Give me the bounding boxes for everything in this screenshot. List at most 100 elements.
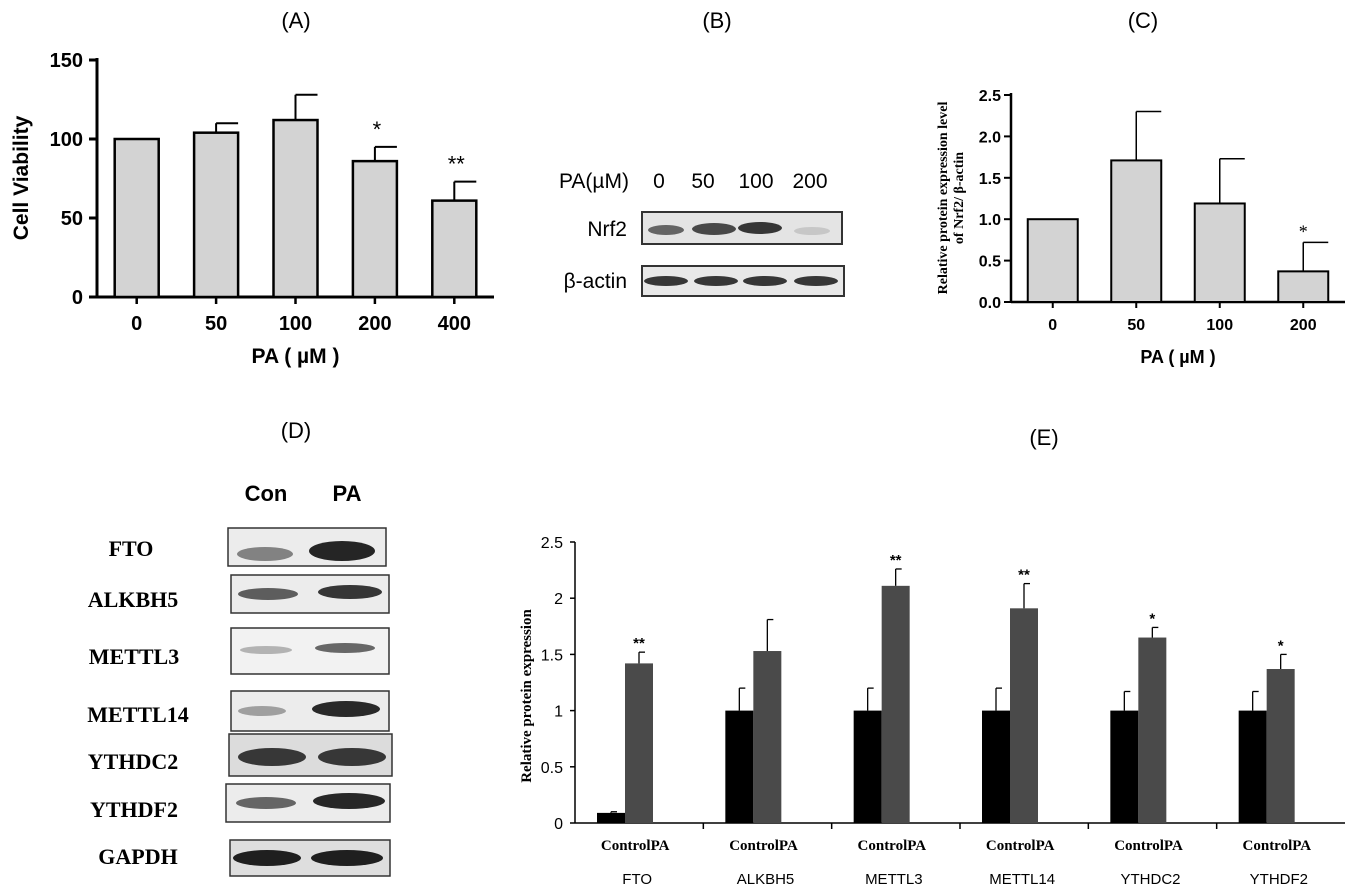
chart-c-bar [1026, 218, 1079, 303]
chart-a-y-tick-label: 100 [50, 129, 83, 151]
chart-e-y-tick-label: 0.5 [541, 760, 563, 777]
chart-c-x-tick-label: 0 [1048, 317, 1057, 334]
panel-label-e: (E) [1029, 425, 1058, 450]
chart-a-x-tick-label: 0 [131, 313, 142, 335]
blot-band [318, 585, 382, 599]
blot-d-col-pa: PA [333, 481, 362, 506]
chart-e-bar-control [982, 710, 1010, 823]
chart-a-x-tick-label: 400 [438, 313, 471, 335]
chart-c-x-label: PA ( µM ) [1140, 347, 1215, 367]
chart-e-group-label: ALKBH5 [737, 871, 795, 888]
chart-e: 00.511.522.5**ControlPAFTOControlPAALKBH… [519, 535, 1345, 888]
chart-c-x-tick-label: 200 [1290, 317, 1317, 334]
chart-a-x-tick-label: 100 [279, 313, 312, 335]
chart-e-y-tick-label: 2 [554, 591, 563, 608]
blot-d-row-ythdc2: YTHDC2 [88, 749, 178, 774]
blot-band [794, 227, 830, 235]
chart-e-group-sublabel: ControlPA [1114, 838, 1183, 854]
blot-b-lane-1: 50 [691, 170, 714, 193]
chart-e-significance: * [1149, 610, 1155, 627]
chart-c-y-tick-label: 2.0 [979, 129, 1001, 146]
chart-a-x-tick-label: 50 [205, 313, 227, 335]
chart-e-group-sublabel: ControlPA [1243, 838, 1312, 854]
blot-b-header-label: PA(µM) [559, 170, 629, 193]
chart-c-bar [1193, 202, 1246, 303]
chart-e-significance: * [1278, 637, 1284, 654]
chart-a-bar [192, 131, 240, 299]
blot-band [238, 706, 286, 716]
blot-d-row-ythdf2: YTHDF2 [90, 797, 178, 822]
blot-band [240, 646, 292, 654]
blot-d-row-fto: FTO [109, 536, 154, 561]
panel-label-a: (A) [281, 8, 310, 33]
chart-e-y-tick-label: 2.5 [541, 535, 563, 552]
blot-d-row-mettl3: METTL3 [89, 644, 179, 669]
blot-band [318, 748, 386, 766]
blot-d-row-alkbh5: ALKBH5 [88, 587, 178, 612]
chart-e-significance: ** [890, 552, 902, 569]
chart-c-bar [1277, 270, 1330, 304]
chart-e-group-label: YTHDF2 [1250, 871, 1308, 888]
blot-d: Con PA FTO ALKBH5 METTL3 METTL14 YTHDC2 … [87, 481, 393, 877]
blot-band [237, 547, 293, 561]
blot-b: PA(µM) 0 50 100 200 Nrf2 β-actin [559, 170, 845, 297]
chart-e-bar-control [1110, 710, 1139, 823]
panel-label-d: (D) [281, 418, 312, 443]
chart-e-bar-pa [1266, 669, 1295, 823]
chart-a-significance: * [373, 117, 382, 142]
blot-d-col-con: Con [245, 481, 288, 506]
chart-c-y-tick-label: 2.5 [979, 88, 1001, 105]
chart-c-y-tick-label: 1.0 [979, 212, 1001, 229]
chart-c-y-tick-label: 0.5 [979, 254, 1001, 271]
blot-band [238, 748, 306, 766]
chart-e-group-label: METTL14 [989, 871, 1055, 888]
blot-band [233, 850, 301, 866]
chart-c-x-tick-label: 50 [1127, 317, 1145, 334]
chart-a-bar [431, 199, 478, 299]
chart-e-significance: ** [633, 635, 645, 652]
chart-a-x-label: PA ( µM ) [252, 345, 340, 368]
chart-e-group-sublabel: ControlPA [858, 838, 927, 854]
chart-e-group-sublabel: ControlPA [986, 838, 1055, 854]
chart-a-bar [113, 137, 160, 299]
chart-e-bar-pa [753, 651, 782, 823]
chart-c-bar [1110, 159, 1163, 303]
chart-e-bar-pa [1010, 608, 1038, 823]
chart-a-x-tick-label: 200 [358, 313, 391, 335]
blot-band [794, 276, 838, 286]
chart-e-bar-control [1238, 710, 1267, 823]
panel-label-c: (C) [1128, 8, 1159, 33]
chart-c-y-label-line1: Relative protein expression level [936, 102, 951, 295]
blot-b-row-nrf2: Nrf2 [587, 218, 627, 241]
blot-band [692, 223, 736, 235]
chart-e-bar-control [725, 710, 754, 823]
blot-band [694, 276, 738, 286]
blot-band [238, 588, 298, 600]
blot-band [738, 222, 782, 234]
chart-c-y-tick-label: 1.5 [979, 171, 1001, 188]
chart-e-y-label: Relative protein expression [519, 609, 535, 783]
chart-c-y-label-line2: of Nrf2/ β-actin [952, 152, 967, 244]
blot-band [644, 276, 688, 286]
chart-a-y-tick-label: 0 [72, 287, 83, 309]
chart-e-group-label: FTO [622, 871, 652, 888]
chart-e-y-tick-label: 1.5 [541, 647, 563, 664]
chart-e-bar-pa [625, 663, 653, 823]
chart-c: 0.0 0.5 1.0 1.5 2.0 2.5 0 50 100 * 200 PA ( µM ) Rel… [936, 88, 1345, 367]
chart-a-y-tick-label: 50 [61, 208, 83, 230]
blot-b-lane-2: 100 [738, 170, 773, 193]
chart-a-bar [272, 118, 319, 299]
blot-band [236, 797, 296, 809]
chart-e-group-sublabel: ControlPA [729, 838, 798, 854]
blot-d-row-gapdh: GAPDH [98, 844, 177, 869]
chart-e-group-label: YTHDC2 [1120, 871, 1180, 888]
chart-e-y-tick-label: 1 [554, 704, 563, 721]
blot-band [315, 643, 375, 653]
blot-band [312, 701, 380, 717]
panel-label-b: (B) [702, 8, 731, 33]
blot-b-row-actin: β-actin [564, 270, 627, 293]
chart-e-group-sublabel: ControlPA [601, 838, 670, 854]
chart-a: 0 50 100 150 0 50 100 * 200 ** 400 PA ( µM ) Cell Vi… [10, 50, 494, 368]
blot-band [648, 225, 684, 235]
